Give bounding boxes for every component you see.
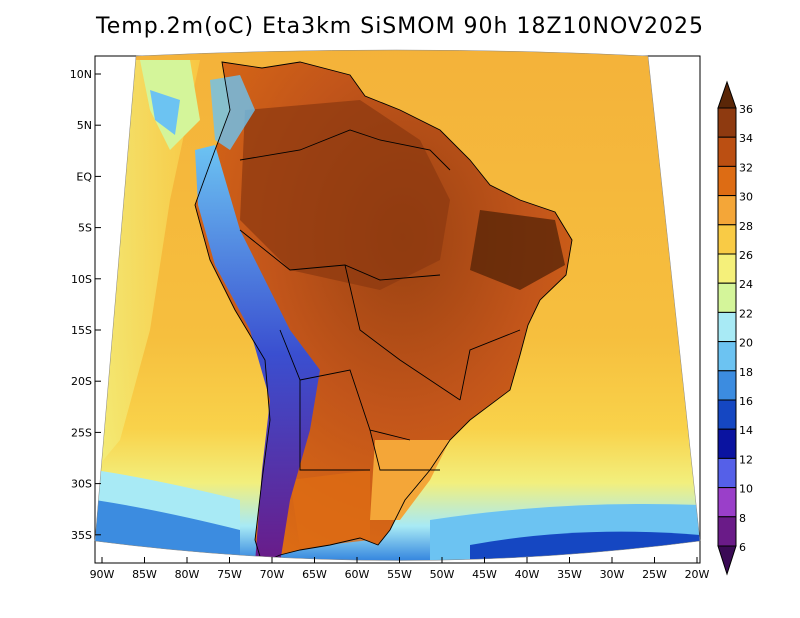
colorbar-label: 32 — [739, 161, 753, 174]
lat-tick-label: 35S — [71, 529, 92, 542]
colorbar-label: 30 — [739, 191, 753, 204]
lat-tick-label: EQ — [76, 170, 92, 183]
colorbar: 36 34 32 30 28 26 24 22 20 18 16 14 12 10 8 6 — [717, 80, 753, 576]
colorbar-label: 34 — [739, 132, 753, 145]
colorbar-label: 14 — [739, 424, 753, 437]
colorbar-segment — [717, 370, 737, 401]
colorbar-bottom-arrow — [717, 545, 737, 576]
lon-tick-label: 40W — [515, 568, 540, 581]
lon-tick-label: 90W — [90, 568, 115, 581]
colorbar-segment — [717, 311, 737, 343]
lat-tick-label: 15S — [71, 324, 92, 337]
lon-tick-label: 55W — [387, 568, 412, 581]
domain-outline — [94, 49, 701, 561]
colorbar-label: 26 — [739, 249, 753, 262]
lon-tick-label: 25W — [642, 568, 667, 581]
lat-tick-label: 25S — [71, 426, 92, 439]
amazon-hot-region — [240, 100, 450, 290]
argentina-warm — [290, 470, 370, 548]
colorbar-label: 6 — [739, 541, 746, 554]
colorbar-segment — [717, 516, 737, 547]
colorbar-segment — [717, 136, 737, 167]
colorbar-label: 28 — [739, 220, 753, 233]
lon-tick-label: 80W — [175, 568, 200, 581]
lon-tick-label: 30W — [600, 568, 625, 581]
northern-andes-cold — [210, 75, 255, 150]
lon-tick-label: 85W — [132, 568, 157, 581]
colorbar-segment — [717, 165, 737, 197]
colorbar-segment — [717, 487, 737, 518]
colorbar-segment — [717, 253, 737, 284]
lon-tick-label: 65W — [302, 568, 327, 581]
colorbar-segment — [717, 224, 737, 255]
lon-tick-label: 60W — [345, 568, 370, 581]
colorbar-label: 8 — [739, 512, 746, 525]
colorbar-label: 22 — [739, 307, 753, 320]
lat-tick-label: 10S — [71, 273, 92, 286]
colorbar-segment — [717, 399, 737, 430]
colorbar-label: 20 — [739, 337, 753, 350]
lat-tick-label: 5S — [78, 222, 92, 235]
colorbar-segment — [717, 195, 737, 226]
colorbar-segment — [717, 428, 737, 459]
field-area — [95, 50, 700, 561]
lon-tick-label: 35W — [557, 568, 582, 581]
colorbar-label: 36 — [739, 103, 753, 116]
colorbar-label: 12 — [739, 453, 753, 466]
northeast-hottest-region — [470, 210, 565, 290]
lat-tick-label: 30S — [71, 478, 92, 491]
colorbar-top-arrow — [717, 80, 737, 109]
lat-tick-label: 10N — [70, 68, 92, 81]
colorbar-segment — [717, 341, 737, 372]
latitude-axis: 10N 5N EQ 5S 10S 15S 20S 25S 30S 35S — [70, 68, 101, 542]
andes-cold-strip — [195, 145, 320, 561]
map-title: Temp.2m(oC) Eta3km SiSMOM 90h 18Z10NOV20… — [96, 14, 704, 39]
lon-tick-label: 70W — [260, 568, 285, 581]
lat-tick-label: 5N — [77, 119, 92, 132]
lon-tick-label: 45W — [472, 568, 497, 581]
lon-tick-label: 75W — [217, 568, 242, 581]
colorbar-segment — [717, 107, 737, 138]
colorbar-segment — [717, 457, 737, 489]
southern-brazil-warm — [370, 440, 450, 520]
lat-tick-label: 20S — [71, 375, 92, 388]
lon-tick-label: 20W — [685, 568, 710, 581]
colorbar-label: 24 — [739, 278, 753, 291]
country-borders — [194, 61, 573, 561]
colorbar-label: 18 — [739, 366, 753, 379]
pacific-cold-patch — [150, 90, 180, 135]
colorbar-label: 16 — [739, 395, 753, 408]
colorbar-segment — [717, 282, 737, 313]
colorbar-label: 10 — [739, 483, 753, 496]
longitude-axis: 90W 85W 80W 75W 70W 65W 60W 55W 50W 45W 40W 35W 30W 2… — [90, 557, 710, 581]
lon-tick-label: 50W — [430, 568, 455, 581]
